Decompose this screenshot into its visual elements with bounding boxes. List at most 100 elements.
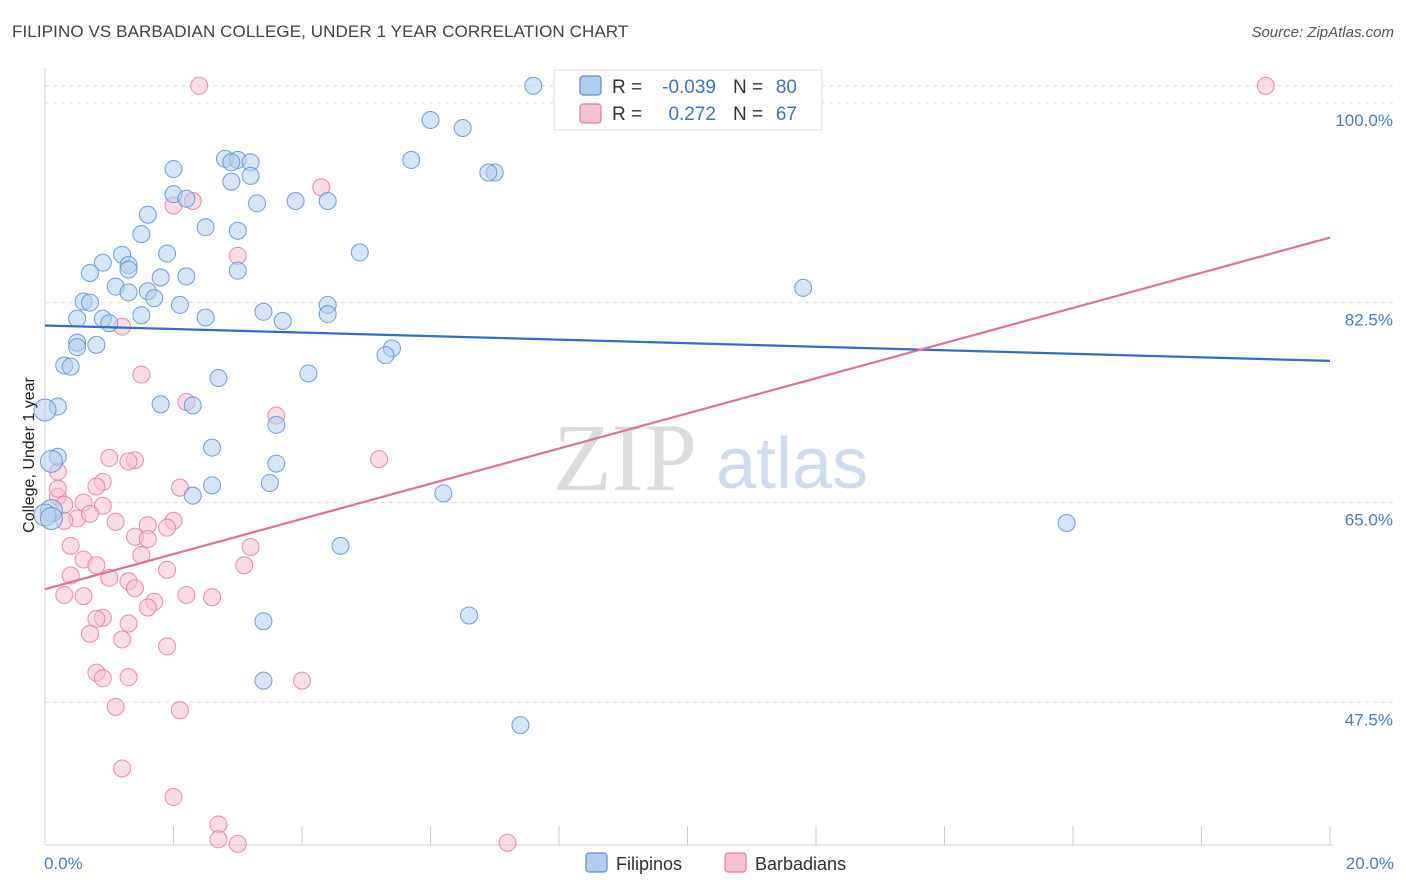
legend-n-label-filipinos: N =	[733, 77, 763, 98]
filipino-point	[222, 172, 241, 191]
filipino-point	[248, 194, 267, 213]
filipino-point	[158, 244, 177, 263]
barbadian-point	[177, 585, 196, 604]
trend-lines	[44, 236, 1331, 591]
filipino-point	[151, 395, 170, 414]
x-tick-label-min: 0.0%	[44, 854, 83, 873]
barbadian-point	[190, 76, 209, 95]
legend-n-label-barbadians: N =	[733, 104, 763, 125]
filipino-point	[203, 438, 222, 457]
y-tick-label: 47.5%	[1345, 710, 1393, 729]
filipino-point	[151, 268, 170, 287]
series-legend: Filipinos Barbadians	[585, 852, 846, 874]
filipino-point	[479, 163, 498, 182]
filipino-point	[80, 293, 99, 312]
filipino-point	[273, 311, 292, 330]
trend-line-barbadians	[44, 236, 1331, 591]
filipino-point	[170, 295, 189, 314]
filipino-point	[68, 338, 87, 357]
filipino-point	[93, 253, 112, 272]
barbadian-point	[370, 450, 389, 469]
y-axis-title: College, Under 1 year	[21, 377, 38, 533]
filipino-point	[260, 474, 279, 493]
barbadian-point	[235, 556, 254, 575]
trend-line-filipinos	[44, 324, 1331, 362]
filipino-point	[228, 221, 247, 240]
legend-swatch-filipinos	[579, 75, 602, 96]
series-barbadians	[48, 76, 1275, 853]
filipino-point	[196, 218, 215, 237]
filipino-point	[331, 536, 350, 555]
filipino-point	[203, 476, 222, 495]
watermark-zip: ZIP	[553, 404, 697, 511]
bottom-legend-swatch-barbadians	[724, 852, 747, 873]
filipino-point	[100, 314, 119, 333]
filipino-point	[196, 308, 215, 327]
filipino-point	[241, 166, 260, 185]
filipino-point	[254, 671, 273, 690]
filipino-point	[350, 243, 369, 262]
filipino-point	[511, 716, 530, 735]
filipino-point	[33, 398, 57, 422]
source-credit: Source: ZipAtlas.com	[1251, 24, 1394, 41]
barbadian-point	[1256, 76, 1275, 95]
barbadian-point	[158, 560, 177, 579]
legend-r-value-filipinos: -0.039	[662, 77, 716, 98]
barbadian-point	[61, 536, 80, 555]
bottom-legend-label-barbadians: Barbadians	[755, 854, 846, 874]
filipino-point	[794, 278, 813, 297]
filipino-point	[421, 110, 440, 129]
filipino-point	[524, 76, 543, 95]
filipino-point	[254, 612, 273, 631]
stats-legend: R = -0.039 N = 80 R = 0.272 N = 67	[553, 69, 823, 131]
filipino-point	[318, 305, 337, 324]
barbadian-point	[138, 598, 157, 617]
legend-n-value-filipinos: 80	[776, 77, 797, 98]
barbadian-point	[119, 668, 138, 687]
barbadian-point	[55, 585, 74, 604]
barbadian-point	[106, 512, 125, 531]
barbadian-point	[158, 637, 177, 656]
watermark: ZIP atlas	[553, 404, 868, 511]
filipino-point	[183, 396, 202, 415]
y-tick-label: 65.0%	[1345, 510, 1393, 529]
filipino-point	[453, 118, 472, 137]
barbadian-point	[241, 537, 260, 556]
filipino-point	[164, 160, 183, 179]
barbadian-point	[87, 609, 106, 628]
filipino-point	[434, 484, 453, 503]
filipino-point	[460, 606, 479, 625]
filipino-point	[138, 205, 157, 224]
barbadian-point	[93, 496, 112, 515]
filipino-point	[132, 225, 151, 244]
y-tick-label: 100.0%	[1335, 111, 1393, 130]
x-tick-label-max: 20.0%	[1346, 854, 1394, 873]
barbadian-point	[228, 834, 247, 853]
filipino-point	[177, 267, 196, 286]
filipino-point	[119, 283, 138, 302]
chart-title: FILIPINO VS BARBADIAN COLLEGE, UNDER 1 Y…	[12, 22, 629, 41]
barbadian-point	[113, 630, 132, 649]
barbadian-point	[125, 579, 144, 598]
y-tick-label: 82.5%	[1345, 311, 1393, 330]
barbadian-point	[119, 452, 138, 471]
series-filipinos	[33, 76, 1076, 735]
filipino-point	[402, 150, 421, 169]
filipino-point	[39, 506, 63, 530]
legend-r-value-barbadians: 0.272	[668, 104, 716, 125]
barbadian-point	[100, 448, 119, 467]
barbadian-point	[113, 759, 132, 778]
filipino-point	[267, 415, 286, 434]
filipino-point	[267, 454, 286, 473]
barbadian-point	[48, 479, 67, 498]
barbadian-point	[87, 556, 106, 575]
filipino-point	[68, 309, 87, 328]
barbadian-point	[93, 669, 112, 688]
y-tick-labels: 47.5% 65.0% 82.5% 100.0%	[1335, 111, 1393, 729]
barbadian-point	[498, 833, 517, 852]
barbadian-point	[158, 518, 177, 537]
legend-n-value-barbadians: 67	[776, 104, 797, 125]
barbadian-point	[61, 566, 80, 585]
filipino-point	[299, 364, 318, 383]
